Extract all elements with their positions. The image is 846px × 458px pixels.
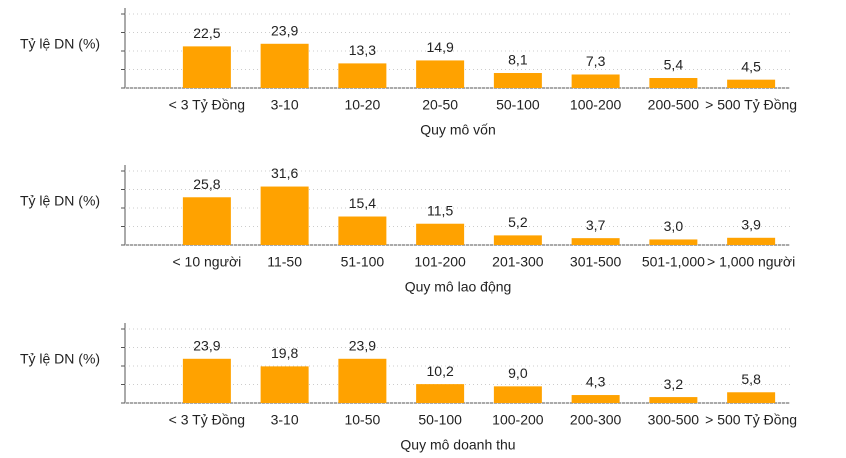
value-label: 4,3 (586, 374, 606, 390)
bar (260, 366, 309, 403)
x-tick-label: 501-1,000 (642, 254, 705, 270)
x-tick-label: 50-100 (496, 97, 540, 113)
bar (727, 237, 776, 245)
x-tick-label: < 10 người (172, 254, 241, 270)
value-label: 3,0 (664, 218, 684, 234)
x-tick-label: 301-500 (570, 254, 622, 270)
x-axis-label: Quy mô doanh thu (400, 437, 515, 453)
value-label: 9,0 (508, 365, 528, 381)
value-label: 19,8 (271, 345, 298, 361)
x-tick-label: > 500 Tỷ Đồng (705, 97, 797, 113)
value-label: 22,5 (193, 25, 220, 41)
bar (416, 223, 465, 245)
x-tick-label: < 3 Tỷ Đồng (169, 97, 245, 113)
value-label: 5,8 (741, 371, 761, 387)
bar (571, 395, 620, 403)
x-tick-label: 201-300 (492, 254, 544, 270)
x-tick-label: 10-20 (344, 97, 380, 113)
bar (182, 358, 231, 403)
x-axis-label: Quy mô vốn (420, 122, 495, 138)
x-axis-label: Quy mô lao động (405, 279, 512, 295)
x-tick-label: 20-50 (422, 97, 458, 113)
bar (571, 74, 620, 88)
bar (260, 43, 309, 88)
x-tick-label: 100-200 (492, 412, 544, 428)
bar (727, 79, 776, 88)
value-label: 31,6 (271, 165, 298, 181)
bar (416, 60, 465, 88)
x-tick-label: 50-100 (418, 412, 462, 428)
bar (649, 239, 698, 245)
bar (416, 384, 465, 403)
value-label: 11,5 (427, 202, 453, 218)
bar (182, 197, 231, 245)
value-label: 7,3 (586, 53, 606, 69)
x-tick-label: 200-500 (648, 97, 700, 113)
bar (727, 392, 776, 403)
bar (338, 358, 387, 403)
bar (182, 46, 231, 88)
value-label: 23,9 (349, 337, 376, 353)
x-tick-label: > 1,000 người (707, 254, 795, 270)
value-label: 13,3 (349, 42, 376, 58)
value-label: 4,5 (741, 58, 761, 74)
y-axis-label: Tỷ lệ DN (%) (20, 351, 100, 367)
x-tick-label: 3-10 (271, 97, 299, 113)
x-tick-label: 101-200 (414, 254, 466, 270)
bar (493, 73, 542, 88)
bar (260, 186, 309, 245)
value-label: 3,9 (741, 216, 761, 232)
x-tick-label: 11-50 (267, 254, 302, 270)
x-tick-label: 200-300 (570, 412, 622, 428)
bar (338, 63, 387, 88)
x-tick-label: 10-50 (344, 412, 380, 428)
bar (649, 78, 698, 88)
value-label: 10,2 (427, 363, 454, 379)
y-axis-label: Tỷ lệ DN (%) (20, 193, 100, 209)
value-label: 3,7 (586, 217, 606, 233)
x-tick-label: 100-200 (570, 97, 622, 113)
value-label: 5,4 (664, 57, 684, 73)
bar (338, 216, 387, 245)
y-axis-label: Tỷ lệ DN (%) (20, 36, 100, 52)
value-label: 23,9 (193, 337, 220, 353)
value-label: 5,2 (508, 214, 528, 230)
x-tick-label: 3-10 (271, 412, 299, 428)
value-label: 23,9 (271, 22, 298, 38)
bar (493, 386, 542, 403)
bar (649, 397, 698, 403)
x-tick-label: 51-100 (341, 254, 385, 270)
value-label: 25,8 (193, 176, 220, 192)
x-tick-label: 300-500 (648, 412, 700, 428)
value-label: 8,1 (508, 52, 528, 68)
value-label: 15,4 (349, 195, 376, 211)
x-tick-label: > 500 Tỷ Đồng (705, 412, 797, 428)
bar (571, 238, 620, 245)
bar (493, 235, 542, 245)
x-tick-label: < 3 Tỷ Đồng (169, 412, 245, 428)
value-label: 14,9 (427, 39, 454, 55)
value-label: 3,2 (664, 376, 684, 392)
